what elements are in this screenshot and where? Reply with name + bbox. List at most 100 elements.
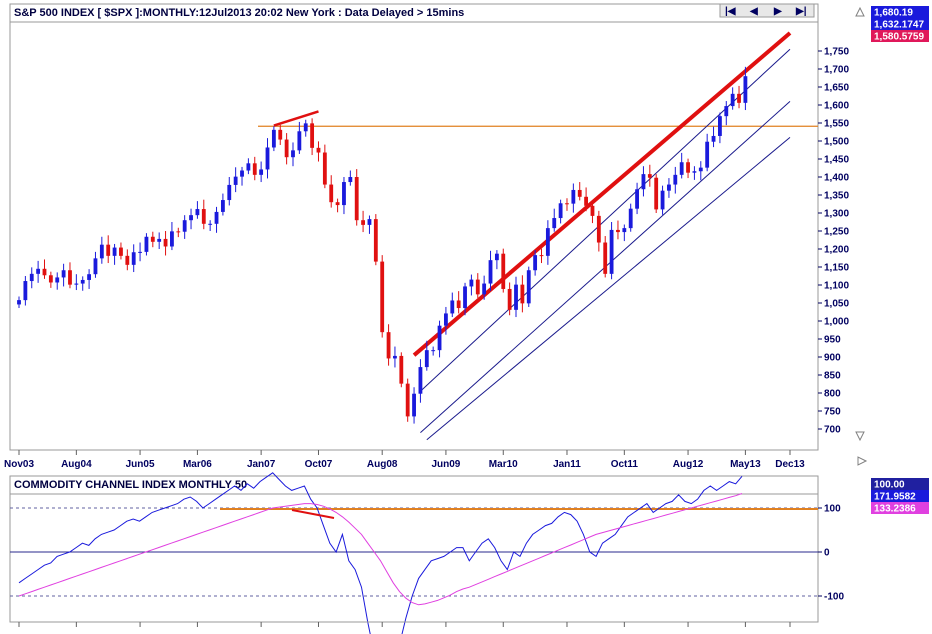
candle-body xyxy=(201,209,206,224)
bottom-axis-ticks xyxy=(18,622,791,627)
candle-body xyxy=(265,147,270,170)
indicator-tick-label: 100 xyxy=(824,504,841,515)
candle-body xyxy=(36,268,41,274)
candle-body xyxy=(386,332,391,359)
candle-body xyxy=(373,219,378,262)
candle-body xyxy=(138,251,142,253)
y-tick-label: 1,050 xyxy=(824,299,849,310)
price-badge-text: 1,680.19 xyxy=(874,8,913,19)
candle-body xyxy=(361,220,365,225)
nav-prev-button[interactable]: ◀ xyxy=(749,6,758,17)
indicator-badge xyxy=(871,490,929,502)
x-tick-label: Aug04 xyxy=(61,459,92,470)
cci-line xyxy=(18,472,743,634)
scroll-right-icon[interactable] xyxy=(857,456,868,466)
candle-body xyxy=(380,261,385,333)
nav-first-button[interactable]: |◀ xyxy=(725,6,736,17)
candle-body xyxy=(450,300,455,314)
indicator-title: COMMODITY CHANNEL INDEX MONTHLY 50 xyxy=(14,479,247,491)
x-tick-label: Aug12 xyxy=(673,459,704,470)
y-tick-label: 1,500 xyxy=(824,137,849,148)
candle-body xyxy=(399,355,404,384)
candle-body xyxy=(131,252,136,265)
y-tick-label: 1,450 xyxy=(824,155,849,166)
indicator-tick-label: -100 xyxy=(824,592,844,603)
candle-body xyxy=(246,163,251,171)
candle-body xyxy=(628,208,633,229)
y-tick-label: 700 xyxy=(824,425,841,436)
price-badge xyxy=(871,30,929,42)
candle-body xyxy=(609,229,614,274)
candle-body xyxy=(61,270,66,278)
y-tick-label: 900 xyxy=(824,353,841,364)
candle-body xyxy=(354,177,359,221)
candle-body xyxy=(577,189,582,197)
indicator-badge-text: 171.9582 xyxy=(874,492,916,503)
candle-body xyxy=(208,223,213,225)
nav-button-group: |◀ ◀ ▶ ▶| xyxy=(719,3,815,18)
candle-body xyxy=(424,350,429,368)
candle-body xyxy=(119,247,123,256)
candle-body xyxy=(565,203,569,205)
candle-body xyxy=(616,229,620,233)
candle-body xyxy=(29,273,34,282)
candle-body xyxy=(456,300,461,309)
y-tick-label: 1,150 xyxy=(824,263,849,274)
candle-body xyxy=(679,162,684,175)
candle-body xyxy=(412,393,416,417)
candle-body xyxy=(55,277,60,283)
y-tick-label: 1,600 xyxy=(824,101,849,112)
nav-next-button[interactable]: ▶ xyxy=(773,6,783,17)
x-tick-label: Jun09 xyxy=(431,459,460,470)
candle-body xyxy=(297,131,302,151)
indicator-divergence-line xyxy=(291,509,335,519)
candle-body xyxy=(125,255,130,265)
cci-lines xyxy=(18,472,743,634)
candle-body xyxy=(730,93,735,107)
scroll-down-icon[interactable] xyxy=(855,431,865,442)
candle-body xyxy=(641,174,646,190)
candle-body xyxy=(571,189,576,204)
x-axis: Nov03 Aug04 Jun05 Mar06 Jan07 Oct07 Aug08 Jun09… xyxy=(4,450,805,470)
candle-body xyxy=(501,253,506,289)
x-tick-label: Aug08 xyxy=(367,459,398,470)
candle-body xyxy=(590,205,595,216)
candle-body xyxy=(673,174,678,185)
y-tick-label: 1,650 xyxy=(824,83,849,94)
main-y-axis: 1,750 1,700 1,650 1,600 1,550 1,500 1,450 1,400… xyxy=(818,47,849,436)
channel-line xyxy=(426,137,791,441)
indicator-tick-label: 0 xyxy=(824,548,830,559)
candle-body xyxy=(252,163,257,175)
candle-body xyxy=(724,106,729,117)
candle-body xyxy=(667,184,671,191)
channel-line xyxy=(420,48,791,392)
x-tick-label: Jun05 xyxy=(126,459,155,470)
candle-body xyxy=(603,242,608,274)
candle-body xyxy=(437,325,442,351)
nav-bar xyxy=(719,3,815,18)
candle-body xyxy=(68,270,72,285)
candle-body xyxy=(482,283,487,295)
candle-body xyxy=(558,203,563,219)
nav-last-button[interactable]: ▶| xyxy=(795,6,807,17)
candle-body xyxy=(418,367,423,394)
y-tick-label: 1,200 xyxy=(824,245,849,256)
x-tick-label: Oct07 xyxy=(305,459,333,470)
x-tick-label: Jan11 xyxy=(553,459,581,470)
candle-body xyxy=(737,93,741,103)
candle-body xyxy=(291,150,295,158)
y-tick-label: 1,700 xyxy=(824,65,849,76)
y-tick-label: 1,350 xyxy=(824,191,849,202)
scroll-up-icon[interactable] xyxy=(855,6,865,17)
candle-body xyxy=(622,228,627,233)
candle-body xyxy=(463,286,467,309)
candle-body xyxy=(182,220,187,232)
candle-body xyxy=(278,129,283,140)
candle-body xyxy=(494,253,499,261)
candle-body xyxy=(431,350,436,352)
candle-body xyxy=(469,279,474,287)
